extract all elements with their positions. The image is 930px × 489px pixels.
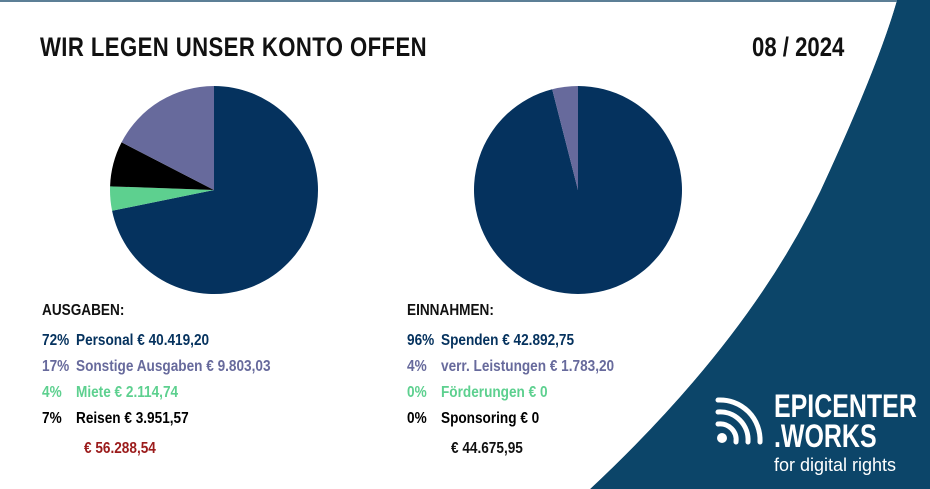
legend-text: Spenden € 42.892,75 bbox=[441, 332, 575, 349]
legend-text: verr. Leistungen € 1.783,20 bbox=[441, 358, 615, 375]
ausgaben-heading: AUSGABEN: bbox=[42, 302, 125, 319]
legend-row-foerderungen: 0% Förderungen € 0 bbox=[407, 380, 614, 406]
pie-slice-miete bbox=[110, 186, 214, 211]
legend-percent: 0% bbox=[407, 384, 427, 401]
legend-row-miete: 4% Miete € 2.114,74 bbox=[42, 380, 271, 406]
legend-row-leistungen: 4% verr. Leistungen € 1.783,20 bbox=[407, 354, 614, 380]
legend-percent: 4% bbox=[407, 358, 427, 375]
einnahmen-total: € 44.675,95 bbox=[451, 440, 523, 457]
legend-percent: 96% bbox=[407, 332, 435, 349]
legend-row-sponsoring: 0% Sponsoring € 0 bbox=[407, 406, 614, 432]
ausgaben-legend: AUSGABEN: 72% Personal € 40.419,20 17% Son… bbox=[42, 302, 311, 432]
legend-percent: 72% bbox=[42, 332, 70, 349]
pie-slice-reisen bbox=[110, 142, 214, 190]
ausgaben-total: € 56.288,54 bbox=[84, 440, 156, 457]
logo-tagline: for digital rights bbox=[774, 455, 897, 475]
pie-slice-personal bbox=[112, 86, 318, 294]
pie-slice-sonstige-ausgaben bbox=[121, 86, 214, 190]
legend-percent: 7% bbox=[42, 410, 62, 427]
legend-percent: 4% bbox=[42, 384, 62, 401]
legend-row-reisen: 7% Reisen € 3.951,57 bbox=[42, 406, 271, 432]
legend-text: Miete € 2.114,74 bbox=[76, 384, 179, 401]
legend-percent: 0% bbox=[407, 410, 427, 427]
signal-waves-icon bbox=[715, 397, 763, 445]
legend-text: Personal € 40.419,20 bbox=[76, 332, 210, 349]
legend-text: Förderungen € 0 bbox=[441, 384, 548, 401]
legend-row-sonstige: 17% Sonstige Ausgaben € 9.803,03 bbox=[42, 354, 271, 380]
legend-text: Reisen € 3.951,57 bbox=[76, 410, 189, 427]
logo-line-1: EPICENTER bbox=[774, 388, 917, 424]
pie-slice-verr-leistungen bbox=[552, 86, 578, 190]
report-date: 08 / 2024 bbox=[752, 32, 845, 62]
legend-row-spenden: 96% Spenden € 42.892,75 bbox=[407, 328, 614, 354]
legend-text: Sponsoring € 0 bbox=[441, 410, 540, 427]
logo-line-2: .WORKS bbox=[774, 418, 877, 454]
legend-text: Sonstige Ausgaben € 9.803,03 bbox=[76, 358, 271, 375]
legend-row-personal: 72% Personal € 40.419,20 bbox=[42, 328, 271, 354]
ausgaben-pie-chart bbox=[110, 86, 318, 294]
einnahmen-pie-chart bbox=[474, 86, 682, 294]
page-title: WIR LEGEN UNSER KONTO OFFEN bbox=[40, 32, 428, 62]
legend-percent: 17% bbox=[42, 358, 70, 375]
einnahmen-heading: EINNAHMEN: bbox=[407, 302, 494, 319]
einnahmen-legend: EINNAHMEN: 96% Spenden € 42.892,75 4% verr… bbox=[407, 302, 651, 432]
